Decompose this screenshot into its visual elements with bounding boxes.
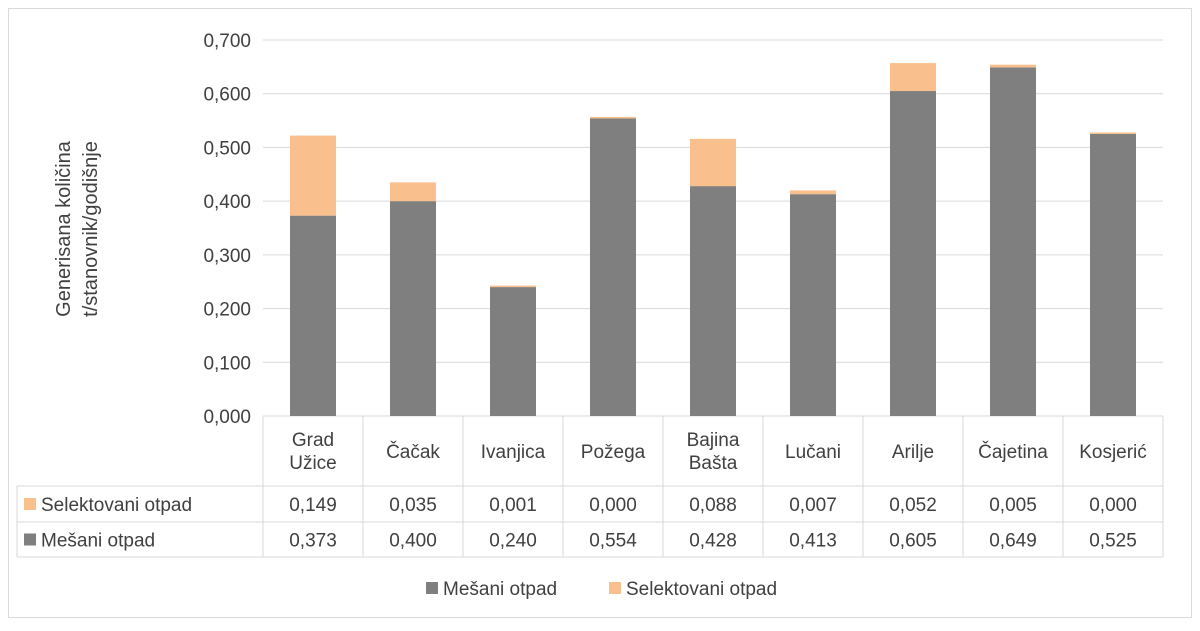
data-label-selektovani-otpad: 0,149	[289, 495, 337, 516]
category-label: Ivanjica	[481, 442, 546, 463]
y-tick-label: 0,700	[203, 31, 251, 52]
category-label: Grad Užice	[289, 430, 337, 474]
category-label: Čajetina	[978, 441, 1048, 463]
bar-selektovani-otpad	[690, 138, 736, 187]
row-label-selektovani-otpad: Selektovani otpad	[41, 495, 192, 516]
data-label-selektovani-otpad: 0,088	[689, 495, 737, 516]
data-label-selektovani-otpad: 0,000	[1089, 495, 1137, 516]
legend-swatch	[426, 582, 438, 594]
y-axis-title-line2: t/stanovnik/godišnje	[80, 141, 102, 317]
data-label-selektovani-otpad: 0,001	[489, 495, 537, 516]
bar-mesani-otpad	[690, 186, 736, 416]
category-label: Kosjerić	[1079, 442, 1147, 463]
bar-mesani-otpad	[390, 201, 436, 416]
bar-mesani-otpad	[790, 194, 836, 416]
data-label-mesani-otpad: 0,554	[589, 531, 637, 552]
legend-label: Selektovani otpad	[626, 579, 777, 600]
bar-mesani-otpad	[990, 67, 1036, 416]
bar-selektovani-otpad	[1090, 132, 1136, 134]
data-label-mesani-otpad: 0,240	[489, 531, 537, 552]
row-legend-key-mesani-otpad	[24, 533, 36, 546]
bars	[290, 63, 1136, 417]
y-tick-label: 0,300	[203, 246, 251, 267]
bar-mesani-otpad	[290, 215, 336, 416]
y-tick-label: 0,000	[203, 407, 251, 428]
bar-selektovani-otpad	[590, 116, 636, 119]
data-label-mesani-otpad: 0,428	[689, 531, 737, 552]
legend: Mešani otpad Selektovani otpad	[426, 579, 777, 600]
data-label-selektovani-otpad: 0,005	[989, 495, 1037, 516]
y-tick-label: 0,200	[203, 300, 251, 321]
data-label-mesani-otpad: 0,413	[789, 531, 837, 552]
y-tick-label: 0,600	[203, 85, 251, 106]
data-table: Grad Užice Čačak Ivanjica Požega Bajina Bašta L…	[16, 416, 1164, 558]
bar-selektovani-otpad	[290, 135, 336, 216]
data-label-selektovani-otpad: 0,000	[589, 495, 637, 516]
data-label-selektovani-otpad: 0,035	[389, 495, 437, 516]
chart-frame	[8, 8, 1192, 618]
bar-selektovani-otpad	[990, 64, 1036, 68]
category-label: Čačak	[386, 441, 440, 463]
y-axis-title: Generisana količina t/stanovnik/godišnje	[53, 140, 102, 317]
bar-selektovani-otpad	[490, 285, 536, 288]
data-label-mesani-otpad: 0,605	[889, 531, 937, 552]
y-axis-title-line1: Generisana količina	[53, 140, 75, 317]
data-label-mesani-otpad: 0,400	[389, 531, 437, 552]
category-label: Bajina Bašta	[687, 430, 740, 474]
data-label-mesani-otpad: 0,649	[989, 531, 1037, 552]
row-legend-key-selektovani-otpad	[24, 498, 36, 510]
data-label-mesani-otpad: 0,373	[289, 531, 337, 552]
category-label: Lučani	[785, 442, 841, 463]
y-tick-label: 0,500	[203, 138, 251, 159]
data-label-mesani-otpad: 0,525	[1089, 531, 1137, 552]
legend-label: Mešani otpad	[443, 579, 557, 600]
row-label-mesani-otpad: Mešani otpad	[41, 531, 155, 552]
category-label: Arilje	[892, 442, 934, 463]
bar-selektovani-otpad	[390, 182, 436, 202]
data-label-selektovani-otpad: 0,007	[789, 495, 837, 516]
bar-mesani-otpad	[890, 91, 936, 417]
category-label: Požega	[581, 442, 646, 463]
bar-selektovani-otpad	[890, 63, 936, 92]
data-label-selektovani-otpad: 0,052	[889, 495, 937, 516]
legend-swatch	[609, 582, 621, 594]
bar-selektovani-otpad	[790, 190, 836, 195]
bar-mesani-otpad	[490, 287, 536, 416]
bar-mesani-otpad	[590, 118, 636, 417]
y-tick-label: 0,100	[203, 353, 251, 374]
y-axis-ticks: 0,000 0,100 0,200 0,300 0,400 0,500 0,600 0,700	[203, 31, 251, 428]
bar-mesani-otpad	[1090, 134, 1136, 416]
y-tick-label: 0,400	[203, 192, 251, 213]
